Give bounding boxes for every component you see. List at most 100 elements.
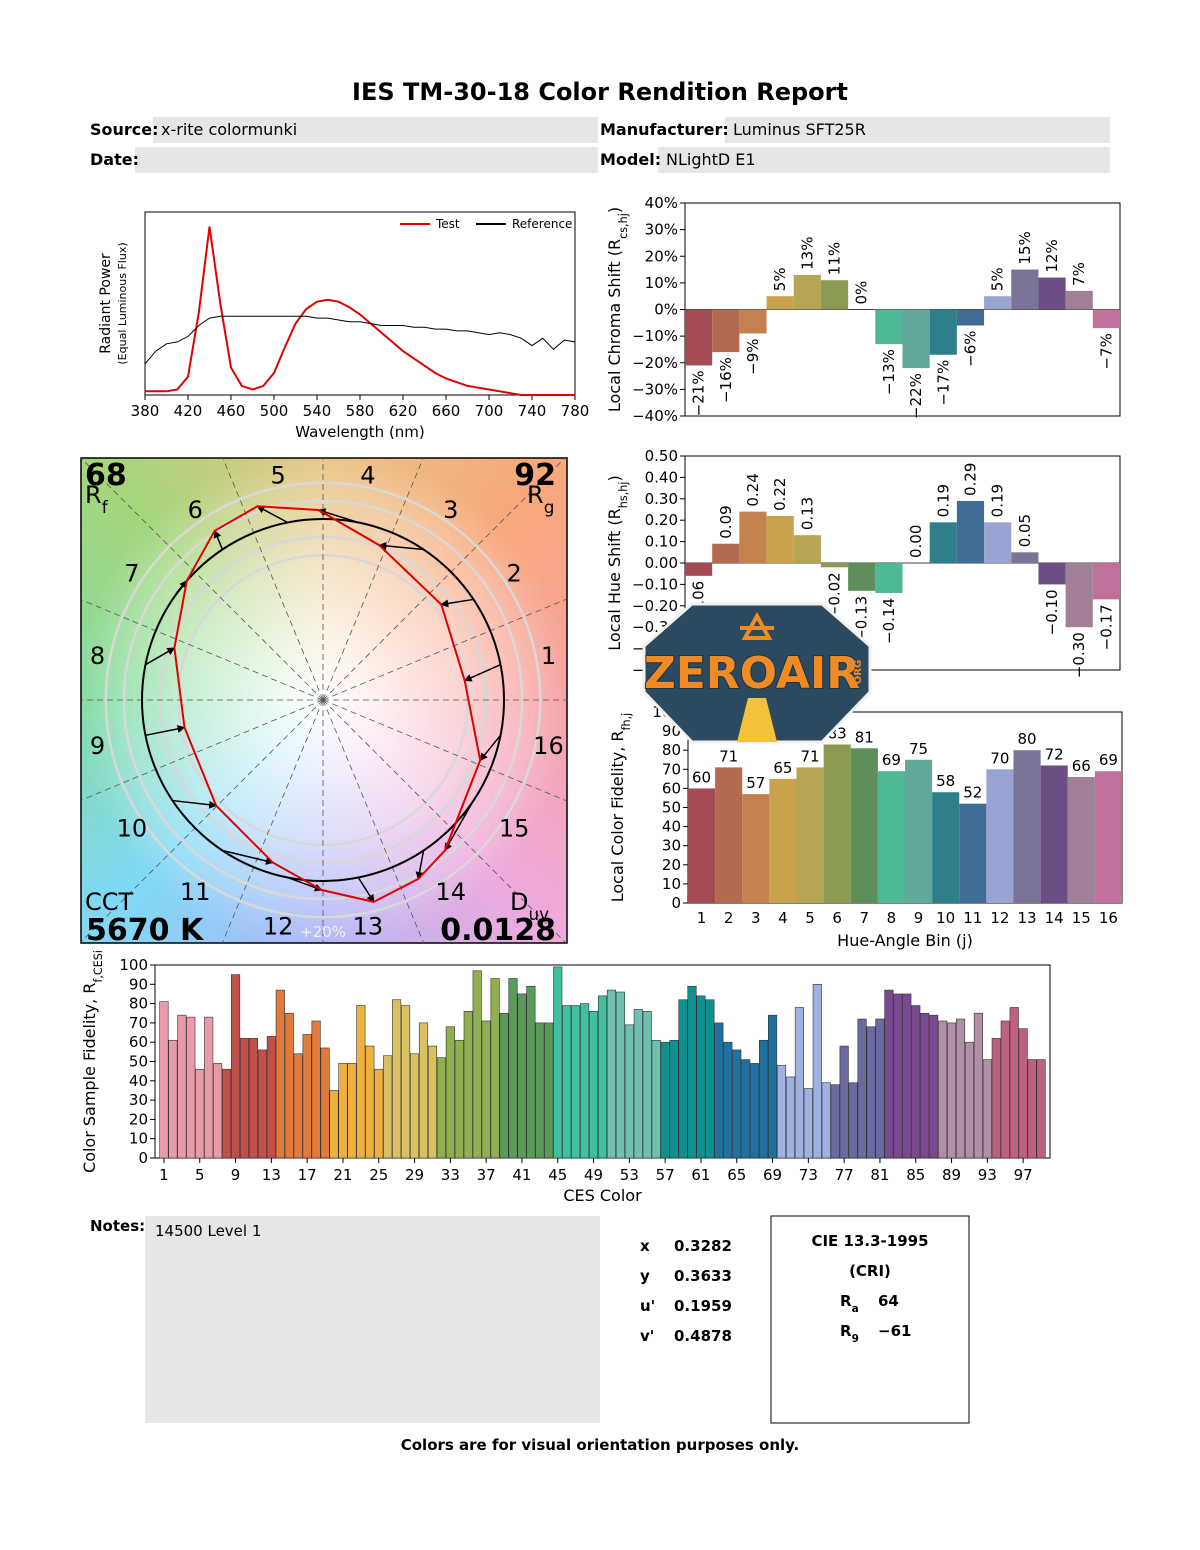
bin-label: 16 [533,732,564,760]
bar [902,993,912,1159]
x-tick-label: 700 [475,402,504,420]
bar [739,511,767,563]
bin-label: 12 [263,912,294,940]
bin-label: 13 [353,912,384,940]
metric-value: 0.0128 [440,913,556,948]
y-tick-label: 0.40 [645,468,678,486]
value-label: −16% [717,357,735,403]
bar [383,1055,393,1159]
x-tick-label: 420 [174,402,203,420]
chromaticity-value: 0.4878 [674,1327,732,1345]
cri-symbol: Ra [840,1292,859,1315]
bar [932,792,960,903]
bar [1027,1059,1037,1159]
bin-boundary [322,699,425,943]
bar [741,1059,751,1159]
label-part: D [510,888,528,916]
x-tick-label: 780 [561,402,590,420]
bar [1036,1059,1046,1159]
metric-symbol: CCT [85,888,134,916]
shift-arrow [357,877,375,903]
report-title: IES TM-30-18 Color Rendition Report [352,78,848,106]
bin-boundary [322,699,567,802]
label-part: CCT [85,888,134,916]
y-tick-label: 20 [129,1110,148,1128]
value-label: −22% [907,373,925,419]
bar [705,999,715,1159]
bar [1067,776,1095,903]
bar [615,991,625,1159]
x-tick-label: 65 [727,1166,746,1184]
bar [793,535,821,563]
bin-label: 6 [188,496,203,524]
bar [823,744,851,903]
cri-title: CIE 13.3-1995 [811,1232,928,1250]
x-tick-label: 69 [763,1166,782,1184]
value-label: −13% [880,349,898,395]
shift-arrow [378,541,424,551]
bar [956,309,985,326]
y-tick-label: 30 [662,837,681,855]
label-part: R [85,481,102,509]
bar [687,985,697,1159]
bar [642,1011,652,1159]
metric-symbol: Rg [527,481,554,517]
bar [821,1082,831,1159]
bin-label: 8 [90,642,105,670]
legend-label: Reference [512,217,572,231]
bin-label: 5 [271,462,286,490]
bar [956,500,985,563]
bar [696,995,706,1159]
value-label: −0.02 [826,572,844,618]
bin-label: 7 [124,559,139,587]
value-label: 0.22 [771,478,789,511]
test-gamut [173,505,482,903]
bar [1011,269,1039,310]
x-tick-label: 16 [1099,909,1118,927]
chromaticity-label: v' [640,1327,654,1345]
x-tick-label: 5 [805,909,815,927]
x-tick-label: 460 [217,402,246,420]
shift-arrow [415,850,425,880]
cri-subtitle: (CRI) [849,1262,891,1280]
bar [454,1039,464,1159]
y-tick-label: 20% [645,247,678,265]
bar [633,1009,643,1159]
bar [606,989,617,1159]
bin-label: 11 [180,878,211,906]
y-tick-label: 0.00 [645,554,678,572]
shift-arrow [317,508,359,524]
bar [230,974,241,1159]
cri-value: 64 [878,1292,899,1310]
field-box [135,147,598,173]
bar [785,1076,796,1159]
x-tick-label: 25 [369,1166,388,1184]
bar [517,993,527,1159]
bin-boundary [322,598,567,701]
field-value: NLightD E1 [666,150,756,169]
x-tick-label: 53 [620,1166,639,1184]
bar [678,999,688,1159]
bar [812,983,822,1159]
bar [767,1014,778,1159]
bar [588,1011,599,1159]
watermark-badge-text: ORG [853,660,864,684]
bar [1038,563,1066,585]
bar [562,1005,572,1159]
y-tick-label: 100 [119,956,148,974]
bar [213,1063,223,1159]
y-axis-label: Radiant Power [98,253,114,354]
bin-boundary [81,699,324,801]
subscript: f,CESi [92,950,105,983]
shift-arrow [287,876,323,892]
bar [946,1022,957,1159]
bar [848,563,876,591]
bar [820,563,849,568]
watermark-badge [642,602,872,744]
value-label: 71 [719,747,738,765]
bar [723,1041,733,1159]
field-label: Source: [90,120,159,139]
x-tick-label: 7 [860,909,870,927]
bar [1092,563,1120,600]
bar [168,1039,178,1159]
